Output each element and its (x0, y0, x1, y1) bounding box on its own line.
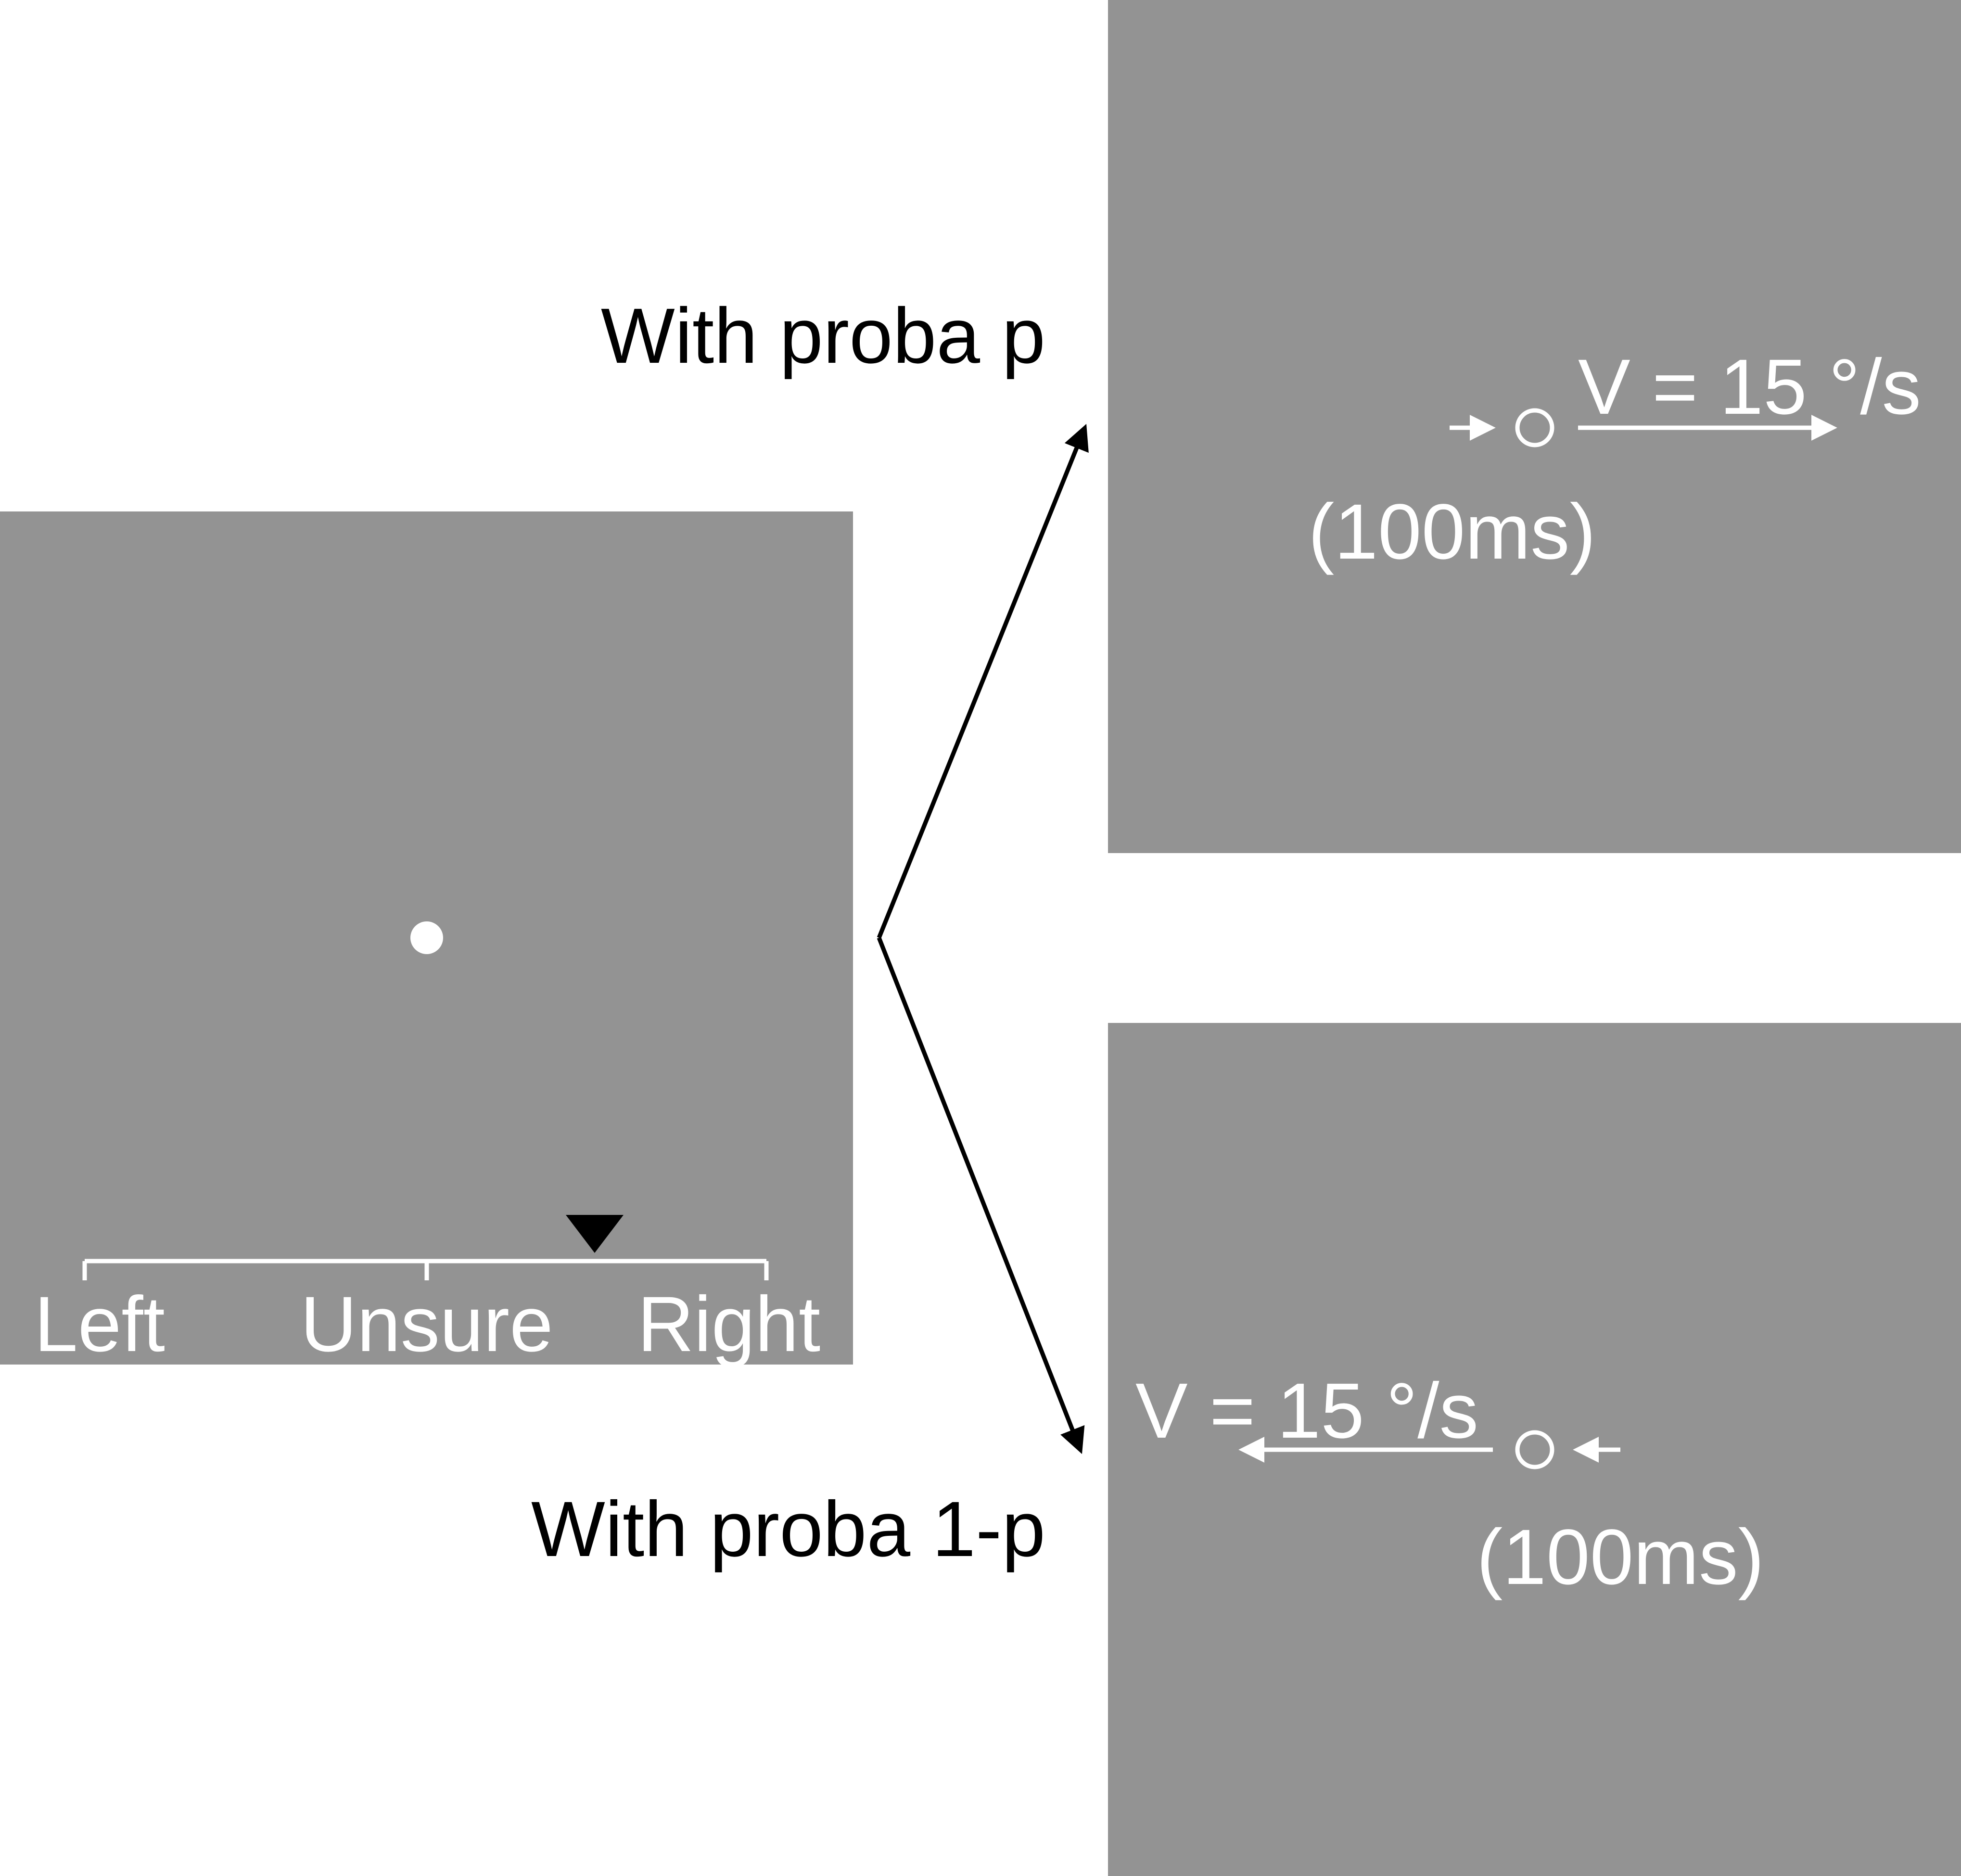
velocity-label-bottom: V = 15 °/s (1135, 1366, 1478, 1455)
triangle-down-icon (566, 1215, 624, 1253)
branch-arrow-top (877, 423, 1089, 939)
scale-label-right: Right (637, 1280, 821, 1368)
scale-label-left: Left (34, 1280, 165, 1368)
target-circle-top (1515, 408, 1554, 447)
scale-label-unsure: Unsure (300, 1280, 553, 1368)
velocity-label-top: V = 15 °/s (1578, 343, 1921, 431)
duration-label-bottom: (100ms) (1477, 1513, 1764, 1601)
target-circle-bottom (1515, 1430, 1554, 1469)
branch-label-top: With proba p (601, 292, 1045, 380)
response-scale (82, 1259, 769, 1280)
motion-panel-top: V = 15 °/s (100ms) (1108, 0, 1961, 853)
duration-label-top: (100ms) (1308, 487, 1596, 575)
branch-arrow-bottom (877, 937, 1085, 1455)
fixation-dot (410, 921, 443, 954)
branch-label-bottom: With proba 1-p (531, 1485, 1045, 1573)
fixation-panel: Left Unsure Right (0, 511, 853, 1368)
branch-arrows (877, 423, 1089, 1455)
motion-panel-bottom: V = 15 °/s (100ms) (1108, 1023, 1961, 1876)
